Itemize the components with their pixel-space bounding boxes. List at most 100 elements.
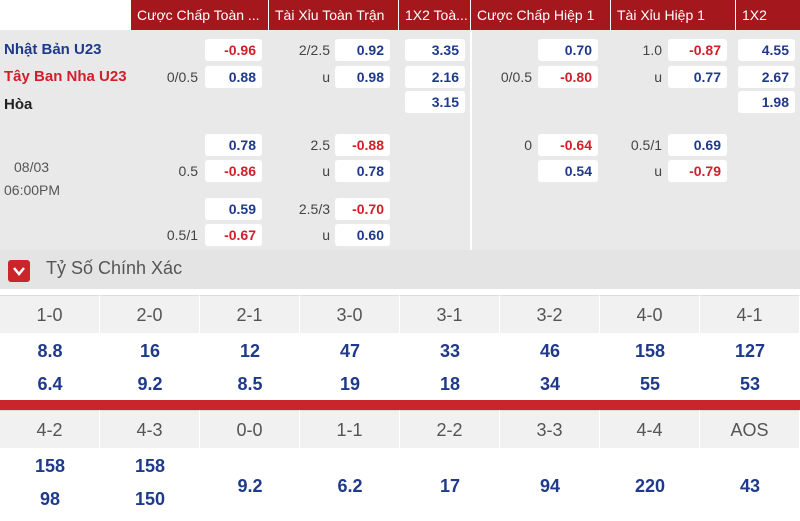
- handicap-line: 0/0.5: [500, 69, 532, 85]
- odds-button[interactable]: 2.67: [738, 66, 795, 88]
- odds-button[interactable]: 3.15: [405, 91, 465, 113]
- handicap-line: u: [322, 69, 330, 85]
- handicap-line: u: [322, 163, 330, 179]
- score-odds[interactable]: 8.8: [37, 341, 63, 361]
- score-label: 3-3: [500, 410, 600, 448]
- score-label: AOS: [700, 410, 800, 448]
- score-odds[interactable]: 53: [739, 374, 761, 394]
- handicap-line: 2.5: [310, 137, 330, 153]
- odds-button[interactable]: -0.87: [668, 39, 727, 61]
- score-odds[interactable]: 9.2: [137, 374, 163, 394]
- score-odds[interactable]: 34: [539, 374, 561, 394]
- score-odds[interactable]: 158: [34, 456, 66, 476]
- handicap-line: 0.5/1: [630, 137, 662, 153]
- separator: [0, 400, 800, 410]
- score-odds[interactable]: 158: [134, 456, 166, 476]
- score-odds[interactable]: 94: [539, 476, 561, 496]
- score-odds[interactable]: 19: [339, 374, 361, 394]
- odds-button[interactable]: 0.88: [205, 66, 262, 88]
- score-odds[interactable]: 8.5: [237, 374, 263, 394]
- score-label: 0-0: [200, 410, 300, 448]
- score-odds[interactable]: 47: [339, 341, 361, 361]
- odds-button[interactable]: 0.98: [335, 66, 390, 88]
- score-odds[interactable]: 127: [734, 341, 766, 361]
- score-label: 3-0: [300, 295, 400, 333]
- section-header[interactable]: Tỷ Số Chính Xác: [0, 250, 800, 292]
- score-odds[interactable]: 220: [634, 476, 666, 496]
- score-label: 4-4: [600, 410, 700, 448]
- score-odds[interactable]: 6.2: [337, 476, 363, 496]
- odds-button[interactable]: -0.70: [335, 198, 390, 220]
- score-odds[interactable]: 9.2: [237, 476, 263, 496]
- home-team: Nhật Bản U23: [4, 41, 102, 58]
- handicap-line: 2/2.5: [298, 42, 330, 58]
- odds-button[interactable]: -0.64: [538, 134, 598, 156]
- odds-button[interactable]: 0.70: [538, 39, 598, 61]
- handicap-line: 0: [524, 137, 532, 153]
- score-odds[interactable]: 98: [39, 489, 61, 509]
- column-header: 1X2 Toà...: [398, 0, 470, 30]
- divider: [470, 30, 472, 250]
- score-label: 1-1: [300, 410, 400, 448]
- score-odds[interactable]: 12: [239, 341, 261, 361]
- match-time: 06:00PM: [4, 182, 61, 198]
- score-label: 1-0: [0, 295, 100, 333]
- odds-button[interactable]: 1.98: [738, 91, 795, 113]
- odds-button[interactable]: 0.54: [538, 160, 598, 182]
- column-header: Cược Chấp Toàn ...: [130, 0, 268, 30]
- score-label: 4-3: [100, 410, 200, 448]
- column-header: Cược Chấp Hiệp 1: [470, 0, 610, 30]
- score-label: 4-0: [600, 295, 700, 333]
- score-label: 3-1: [400, 295, 500, 333]
- score-odds[interactable]: 46: [539, 341, 561, 361]
- score-odds[interactable]: 43: [739, 476, 761, 496]
- odds-button[interactable]: -0.67: [205, 224, 262, 246]
- odds-button[interactable]: -0.86: [205, 160, 262, 182]
- score-odds[interactable]: 17: [439, 476, 461, 496]
- odds-button[interactable]: 0.78: [335, 160, 390, 182]
- odds-button[interactable]: 0.59: [205, 198, 262, 220]
- odds-button[interactable]: 0.60: [335, 224, 390, 246]
- handicap-line: 2.5/3: [298, 201, 330, 217]
- handicap-line: u: [654, 163, 662, 179]
- score-label: 2-0: [100, 295, 200, 333]
- chevron: [13, 267, 25, 276]
- score-odds[interactable]: 6.4: [37, 374, 63, 394]
- odds-button[interactable]: 2.16: [405, 66, 465, 88]
- column-header: Tài Xỉu Hiệp 1: [610, 0, 735, 30]
- score-label: 2-1: [200, 295, 300, 333]
- score-odds[interactable]: 18: [439, 374, 461, 394]
- odds-button[interactable]: 0.77: [668, 66, 727, 88]
- odds-button[interactable]: 4.55: [738, 39, 795, 61]
- odds-button[interactable]: 0.78: [205, 134, 262, 156]
- odds-button[interactable]: 3.35: [405, 39, 465, 61]
- odds-button[interactable]: -0.79: [668, 160, 727, 182]
- away-team: Tây Ban Nha U23: [4, 68, 127, 85]
- odds-button[interactable]: 0.92: [335, 39, 390, 61]
- score-label: 3-2: [500, 295, 600, 333]
- score-odds[interactable]: 33: [439, 341, 461, 361]
- score-odds[interactable]: 158: [634, 341, 666, 361]
- handicap-line: u: [654, 69, 662, 85]
- score-label: 2-2: [400, 410, 500, 448]
- odds-panel: [0, 30, 800, 250]
- score-odds[interactable]: 55: [639, 374, 661, 394]
- collapse-icon[interactable]: [8, 260, 30, 282]
- odds-button[interactable]: -0.88: [335, 134, 390, 156]
- odds-button[interactable]: -0.80: [538, 66, 598, 88]
- odds-button[interactable]: -0.96: [205, 39, 262, 61]
- handicap-line: 0/0.5: [166, 69, 198, 85]
- handicap-line: 0.5: [178, 163, 198, 179]
- score-odds[interactable]: 150: [134, 489, 166, 509]
- match-date: 08/03: [14, 159, 50, 175]
- score-odds[interactable]: 16: [139, 341, 161, 361]
- handicap-line: 1.0: [642, 42, 662, 58]
- score-label: 4-2: [0, 410, 100, 448]
- column-header: Tài Xỉu Toàn Trận: [268, 0, 398, 30]
- handicap-line: u: [322, 227, 330, 243]
- odds-button[interactable]: 0.69: [668, 134, 727, 156]
- draw-label: Hòa: [4, 96, 33, 113]
- section-title: Tỷ Số Chính Xác: [46, 258, 183, 278]
- column-header: 1X2: [735, 0, 800, 30]
